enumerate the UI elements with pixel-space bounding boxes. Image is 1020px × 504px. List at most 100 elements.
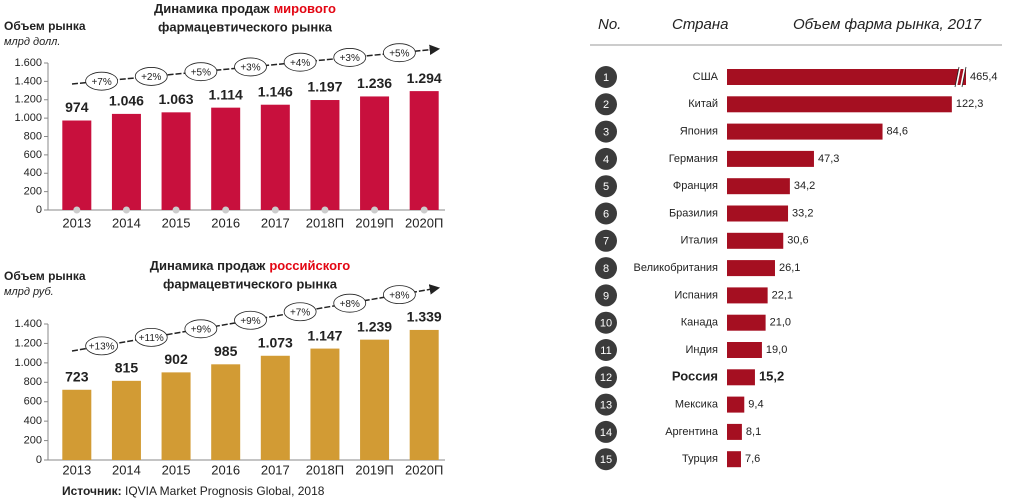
rank-badge [595,202,617,225]
growth-label: +7% [91,77,111,88]
bar [727,96,952,113]
axis-break [961,66,967,88]
country: Япония [680,126,718,138]
column-header: No. [598,16,621,33]
y-tick-label: 1.400 [14,75,42,87]
rank-badge [595,284,617,307]
bar [211,107,241,210]
value-label: 1.339 [407,309,442,325]
value-label: 985 [214,343,238,359]
axis-break [955,66,961,88]
growth-label: +13% [89,342,115,353]
y-tick-label: 1.600 [14,57,42,69]
bar [260,355,290,460]
x-tick-label: 2020П [405,215,443,230]
value-label: 1.146 [258,83,293,99]
value-label: 1.239 [357,318,392,334]
country: Канада [681,317,719,329]
y-tick-label: 0 [36,454,42,466]
x-tick-label: 2019П [355,215,393,230]
title-highlight: мирового [274,1,336,16]
y-tick-label: 400 [24,415,42,427]
bar [727,314,766,331]
bar [310,348,340,460]
growth-bubble [234,310,267,330]
y-tick-label: 200 [24,186,42,198]
country: Китай [688,98,718,110]
bar [727,369,755,386]
axis-dot [420,206,428,214]
x-tick-label: 2013 [62,462,91,477]
growth-label: +9% [191,324,211,335]
bar [62,389,92,460]
country: Франция [673,180,718,192]
y-axis-unit: млрд долл. [4,36,60,48]
bar [211,364,241,460]
rank-badge [595,175,617,198]
growth-label: +3% [240,63,260,74]
growth-bubble [134,67,168,86]
axis-dot [172,206,180,214]
title-text: Динамика продаж [154,1,270,16]
bar [727,205,789,222]
country: Аргентина [665,426,719,438]
axis-dot [73,206,81,214]
country: Россия [672,369,718,384]
growth-bubble [134,327,168,347]
y-tick-label: 600 [24,396,42,408]
value-label: 1.073 [258,334,293,350]
axis-break [954,66,960,88]
chart-title: Динамика продаж мирового [154,1,336,16]
y-tick-label: 400 [24,167,42,179]
value-label: 8,1 [746,426,761,438]
value-label: 723 [65,368,89,384]
rank-badge [595,66,617,88]
growth-label: +2% [141,72,161,83]
growth-bubble [333,293,367,313]
growth-bubble [382,285,416,305]
bar [409,91,439,210]
x-tick-label: 2014 [112,462,141,477]
rank-badge [595,93,617,116]
value-label: 122,3 [956,98,984,110]
y-tick-label: 0 [36,204,42,216]
column-header: Страна [672,16,728,33]
y-axis-label: Объем рынка [4,19,86,33]
growth-label: +4% [290,58,310,69]
rank: 5 [603,181,609,193]
value-label: 22,1 [772,289,793,301]
rank: 10 [600,318,612,330]
rank-badge [595,311,617,334]
rank: 13 [600,400,612,412]
chart-title: Динамика продаж российского [150,258,350,273]
value-label: 30,6 [787,235,808,247]
value-label: 1.114 [209,86,243,102]
growth-bubble [382,43,416,63]
country: Турция [682,453,718,465]
growth-bubble [85,336,119,356]
rank-badge [595,339,617,361]
rank-badge [595,229,617,252]
bar [727,69,966,85]
country: Индия [685,344,718,356]
rank: 3 [603,127,609,139]
bar [727,260,775,277]
rank: 11 [600,345,611,357]
rank-badge [595,257,617,280]
bar [260,104,290,210]
y-tick-label: 1.200 [14,94,42,106]
axis-dot [122,206,130,214]
growth-label: +7% [290,307,310,318]
growth-label: +5% [389,48,409,59]
title-highlight: российского [269,258,350,273]
bar [727,423,742,440]
value-label: 1.197 [307,79,342,95]
x-tick-label: 2017 [261,462,290,477]
value-label: 1.147 [307,327,342,343]
value-label: 465,4 [970,71,998,83]
rank-badge [595,366,617,389]
value-label: 9,4 [748,399,763,411]
growth-bubble [234,57,267,77]
y-tick-label: 600 [24,149,42,161]
